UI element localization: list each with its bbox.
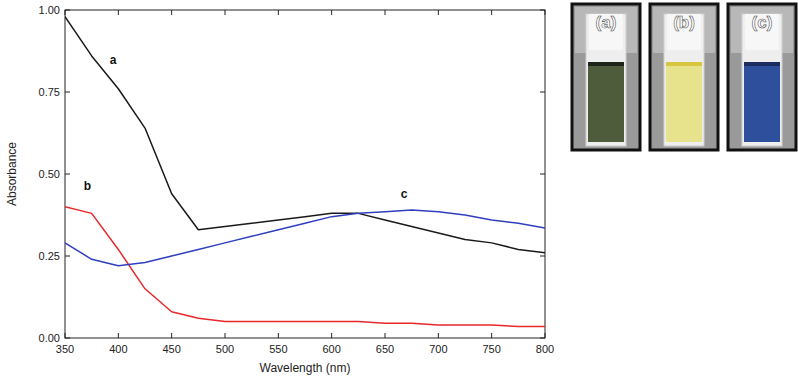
photo-background (731, 7, 793, 53)
series-group (65, 17, 545, 327)
y-tick-label: 0.75 (39, 86, 60, 98)
series-line (65, 17, 545, 253)
y-tick-label: 0.25 (39, 250, 60, 262)
series-label: a (110, 53, 117, 67)
x-tick-label: 700 (429, 343, 447, 355)
y-tick (65, 92, 70, 93)
photo-frame (728, 4, 796, 150)
x-tick-label: 400 (109, 343, 127, 355)
photo-frame (572, 4, 640, 150)
liquid (744, 66, 780, 142)
photo: (a) (572, 4, 640, 150)
x-tick-top (438, 10, 439, 15)
liquid (666, 66, 702, 142)
x-tick (65, 333, 66, 338)
photo: (b) (650, 4, 718, 150)
x-tick-label: 800 (536, 343, 554, 355)
x-tick (438, 333, 439, 338)
photo-label: (c) (752, 13, 773, 32)
y-tick (65, 10, 70, 11)
y-tick-right (540, 338, 545, 339)
y-tick-right (540, 10, 545, 11)
x-tick-top (65, 10, 66, 15)
x-tick (385, 333, 386, 338)
y-tick-label: 0.50 (39, 168, 60, 180)
photo-background (575, 7, 637, 53)
x-tick-top (118, 10, 119, 15)
photo-background (653, 7, 715, 53)
series-label: b (84, 179, 91, 193)
photo-label: (a) (596, 13, 617, 32)
cuvette (586, 14, 626, 146)
y-axis-title: Absorbance (5, 142, 19, 206)
y-tick-right (540, 174, 545, 175)
x-tick-label: 350 (56, 343, 74, 355)
cuvette-cap (667, 14, 701, 50)
x-axis-title: Wavelength (nm) (260, 361, 351, 375)
y-tick (65, 338, 70, 339)
x-tick-label: 750 (482, 343, 500, 355)
series-line (65, 207, 545, 327)
x-tick-top (491, 10, 492, 15)
y-tick (65, 174, 70, 175)
y-tick-right (540, 256, 545, 257)
x-tick (491, 333, 492, 338)
x-tick (545, 333, 546, 338)
x-tick-label: 500 (216, 343, 234, 355)
x-tick-top (278, 10, 279, 15)
x-tick (331, 333, 332, 338)
x-tick (171, 333, 172, 338)
y-tick-right (540, 92, 545, 93)
cuvette-cap (589, 14, 623, 50)
photo: (c) (728, 4, 796, 150)
x-tick-top (385, 10, 386, 15)
x-tick (278, 333, 279, 338)
x-tick-top (225, 10, 226, 15)
y-tick-label: 1.00 (39, 4, 60, 16)
x-tick-top (545, 10, 546, 15)
photo-label: (b) (673, 13, 695, 32)
x-tick-label: 550 (269, 343, 287, 355)
x-tick-top (331, 10, 332, 15)
y-tick (65, 256, 70, 257)
x-tick-label: 450 (162, 343, 180, 355)
x-tick (118, 333, 119, 338)
cuvette-cap (745, 14, 779, 50)
y-tick-label: 0.00 (39, 332, 60, 344)
liquid (588, 66, 624, 142)
x-tick-top (171, 10, 172, 15)
series-label: c (401, 187, 408, 201)
series-line (65, 210, 545, 266)
photo-frame (650, 4, 718, 150)
x-tick-label: 600 (322, 343, 340, 355)
cuvette (742, 14, 782, 146)
plot-frame (65, 10, 545, 338)
x-tick-label: 650 (376, 343, 394, 355)
x-tick (225, 333, 226, 338)
cuvette (664, 14, 704, 146)
